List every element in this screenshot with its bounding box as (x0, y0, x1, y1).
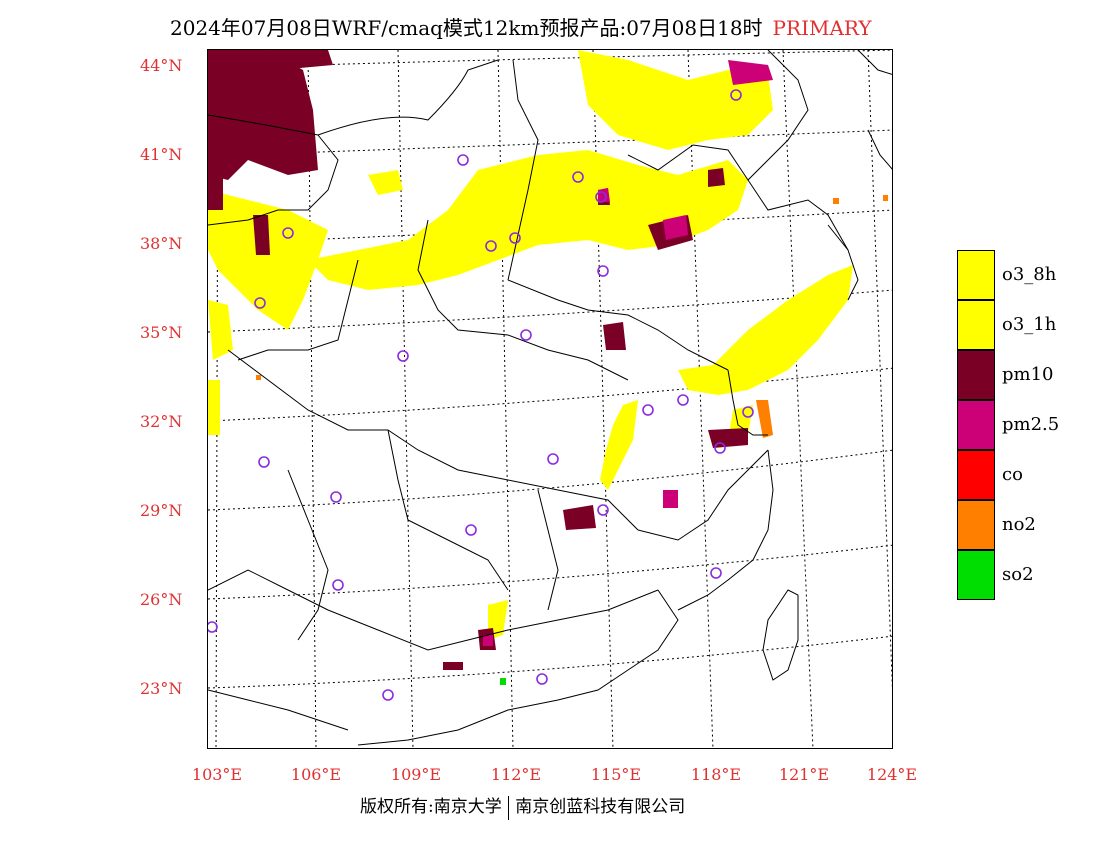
lon-label-109: 109°E (390, 765, 442, 784)
legend-label: pm2.5 (1002, 414, 1060, 435)
lon-label-103: 103°E (191, 765, 243, 784)
lon-label-115: 115°E (590, 765, 642, 784)
legend-item-so2: so2 (957, 550, 1100, 600)
legend-swatch (957, 500, 995, 550)
legend-swatch (957, 550, 995, 600)
lat-label-38: 38°N (140, 234, 183, 253)
lon-label-106: 106°E (290, 765, 342, 784)
lat-label-32: 32°N (140, 412, 183, 431)
lat-label-41: 41°N (140, 145, 183, 164)
legend-item-pm25: pm2.5 (957, 400, 1100, 450)
lat-label-35: 35°N (140, 323, 183, 342)
footer-divider (507, 795, 510, 820)
legend-label: no2 (1002, 514, 1036, 535)
legend-label: pm10 (1002, 364, 1054, 385)
legend-item-o3-1h: o3_1h (957, 300, 1100, 350)
legend-item-pm10: pm10 (957, 350, 1100, 400)
legend-item-no2: no2 (957, 500, 1100, 550)
so2-field (500, 678, 506, 685)
legend-item-o3-8h: o3_8h (957, 250, 1100, 300)
copyright-right: 南京创蓝科技有限公司 (515, 797, 686, 817)
legend-swatch (957, 350, 995, 400)
legend-swatch (957, 450, 995, 500)
o3-field (208, 50, 853, 640)
copyright-footer: 版权所有:南京大学 南京创蓝科技有限公司 (360, 792, 685, 820)
map-title: 2024年07月08日WRF/cmaq模式12km预报产品:07月08日18时 P… (170, 12, 872, 41)
title-tag: PRIMARY (772, 16, 872, 40)
legend-label: co (1002, 464, 1023, 485)
legend-label: o3_8h (1002, 264, 1057, 285)
lon-label-124: 124°E (866, 765, 918, 784)
lat-label-44: 44°N (140, 56, 183, 75)
copyright-left: 版权所有:南京大学 (360, 797, 502, 817)
lon-label-118: 118°E (690, 765, 742, 784)
title-main: 2024年07月08日WRF/cmaq模式12km预报产品:07月08日18时 (170, 16, 763, 40)
legend-item-co: co (957, 450, 1100, 500)
station-markers (208, 89, 754, 701)
legend-swatch (957, 250, 995, 300)
legend-label: so2 (1002, 564, 1034, 585)
forecast-map[interactable] (207, 49, 893, 749)
pm10-field (208, 50, 748, 670)
lat-label-23: 23°N (140, 679, 183, 698)
map-canvas (208, 50, 892, 748)
legend-label: o3_1h (1002, 314, 1057, 335)
legend-swatch (957, 300, 995, 350)
no2-field (256, 195, 888, 438)
lon-label-121: 121°E (778, 765, 830, 784)
legend-swatch (957, 400, 995, 450)
lon-label-112: 112°E (490, 765, 542, 784)
legend: o3_8h o3_1h pm10 pm2.5 co no2 so2 (957, 250, 1100, 600)
lat-label-26: 26°N (140, 590, 183, 609)
lat-label-29: 29°N (140, 501, 183, 520)
